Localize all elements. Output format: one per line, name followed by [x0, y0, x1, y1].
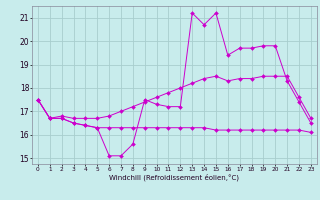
X-axis label: Windchill (Refroidissement éolien,°C): Windchill (Refroidissement éolien,°C)	[109, 173, 239, 181]
